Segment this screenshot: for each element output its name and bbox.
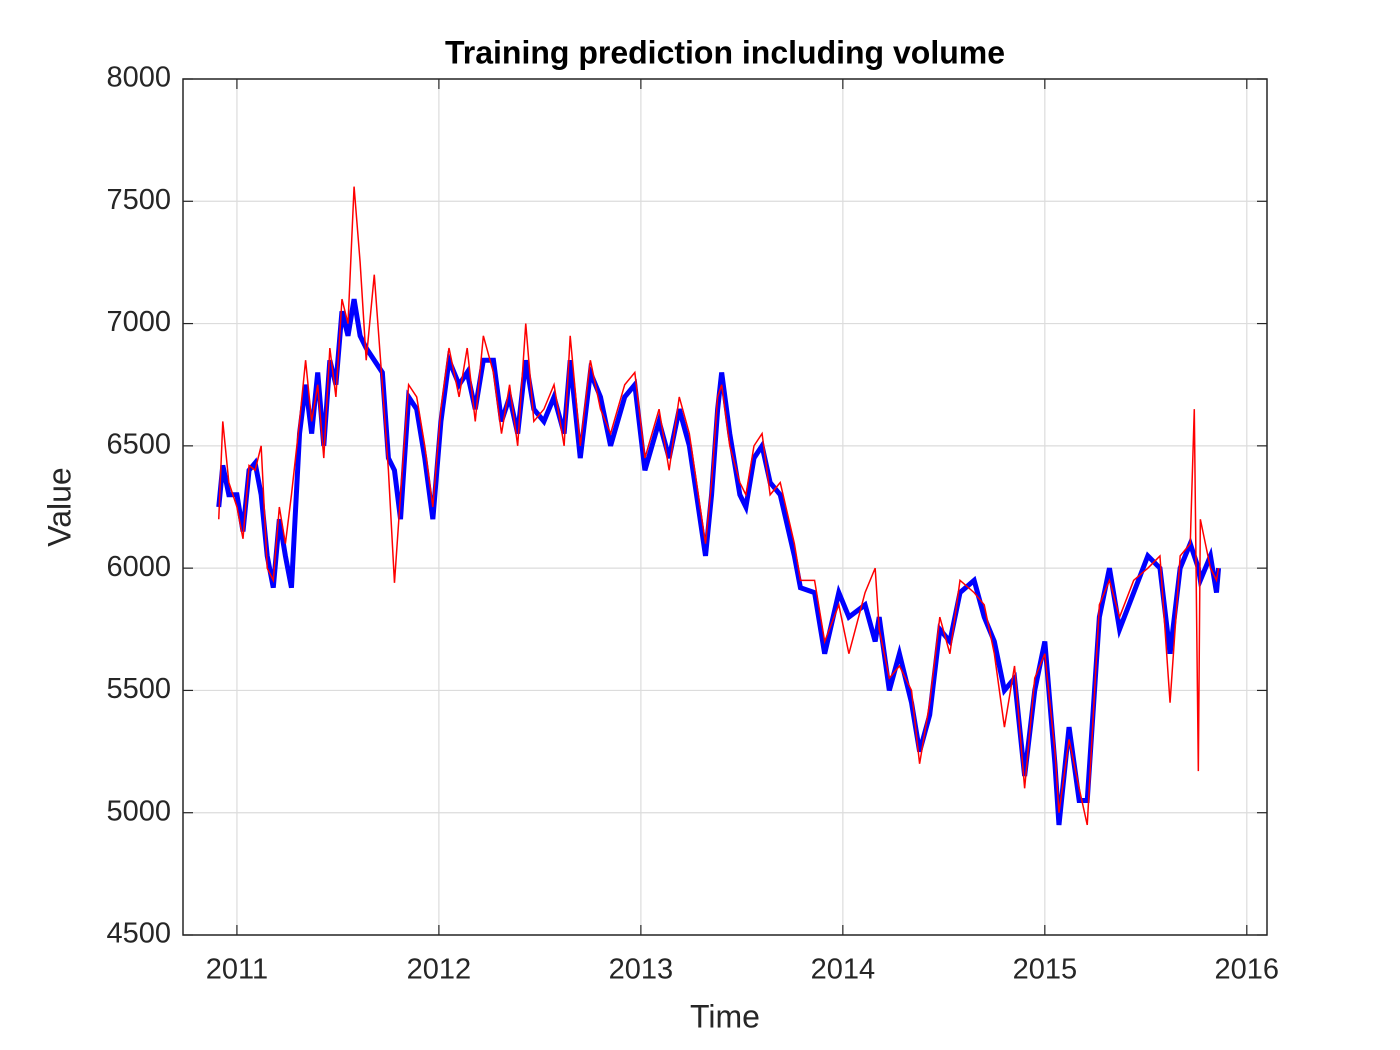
x-tick-label: 2015 [1013, 954, 1078, 986]
x-tick-label: 2011 [206, 954, 268, 986]
y-tick-label: 7500 [106, 184, 171, 216]
y-tick-label: 6500 [106, 429, 171, 461]
chart-title: Training prediction including volume [445, 34, 1005, 70]
x-tick-label: 2016 [1215, 954, 1280, 986]
axes-box [182, 78, 1268, 936]
y-tick-label: 5000 [106, 795, 171, 827]
y-tick-label: 8000 [106, 62, 171, 94]
x-tick-label: 2014 [811, 954, 876, 986]
y-axis-label: Value [41, 467, 77, 546]
x-tick-label: 2013 [609, 954, 674, 986]
y-tick-label: 6000 [106, 551, 171, 583]
x-tick-label: 2012 [407, 954, 472, 986]
x-axis-label: Time [690, 998, 760, 1034]
series-line [218, 186, 1220, 826]
y-tick-label: 5500 [106, 673, 171, 705]
y-tick-label: 4500 [106, 918, 171, 950]
y-tick-label: 7000 [106, 306, 171, 338]
